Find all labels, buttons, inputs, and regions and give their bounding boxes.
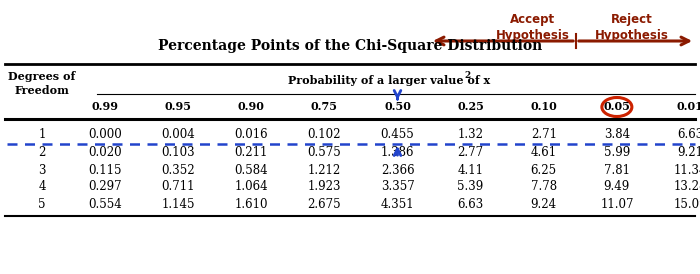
Text: 0.75: 0.75 [311,101,338,113]
Text: 6.63: 6.63 [458,198,484,210]
Text: 15.09: 15.09 [673,198,700,210]
Text: 0.102: 0.102 [307,129,341,141]
Text: Probability of a larger value of x: Probability of a larger value of x [288,76,491,87]
Text: 3.84: 3.84 [604,129,630,141]
Text: 0.016: 0.016 [234,129,268,141]
Text: 6.25: 6.25 [531,164,556,176]
Text: 11.07: 11.07 [600,198,634,210]
Text: 1.212: 1.212 [308,164,341,176]
Text: 2.71: 2.71 [531,129,556,141]
Text: 0.297: 0.297 [88,181,122,193]
Text: 7.78: 7.78 [531,181,556,193]
Text: Accept
Hypothesis: Accept Hypothesis [496,13,570,41]
Text: 7.81: 7.81 [604,164,630,176]
Text: 3: 3 [38,164,46,176]
Text: Freedom: Freedom [15,84,69,96]
Text: 4: 4 [38,181,46,193]
Text: 9.21: 9.21 [677,147,700,159]
Text: 0.99: 0.99 [92,101,118,113]
Text: 9.49: 9.49 [603,181,630,193]
Text: 1.386: 1.386 [381,147,414,159]
Text: 1.610: 1.610 [234,198,268,210]
Text: 9.24: 9.24 [531,198,556,210]
Text: 1.32: 1.32 [458,129,484,141]
Text: 0.25: 0.25 [457,101,484,113]
Text: 0.50: 0.50 [384,101,411,113]
Text: 0.455: 0.455 [381,129,414,141]
Text: 5: 5 [38,198,46,210]
Text: 0.000: 0.000 [88,129,122,141]
Text: 0.211: 0.211 [234,147,268,159]
Text: 11.34: 11.34 [673,164,700,176]
Text: 4.351: 4.351 [381,198,414,210]
Text: 2.675: 2.675 [307,198,341,210]
Text: 4.11: 4.11 [458,164,484,176]
Text: Reject
Hypothesis: Reject Hypothesis [595,13,669,41]
Text: 0.020: 0.020 [88,147,122,159]
Text: 0.90: 0.90 [238,101,265,113]
Text: 5.39: 5.39 [458,181,484,193]
Text: 0.554: 0.554 [88,198,122,210]
Text: 6.63: 6.63 [677,129,700,141]
Text: 0.103: 0.103 [161,147,195,159]
Text: 0.711: 0.711 [162,181,195,193]
Text: 0.115: 0.115 [88,164,122,176]
Text: 4.61: 4.61 [531,147,556,159]
Text: 2.366: 2.366 [381,164,414,176]
Text: 0.352: 0.352 [161,164,195,176]
Text: 5.99: 5.99 [603,147,630,159]
Text: 13.28: 13.28 [673,181,700,193]
Text: 1.145: 1.145 [162,198,195,210]
Text: 0.10: 0.10 [531,101,557,113]
Text: 0.004: 0.004 [161,129,195,141]
Text: 2: 2 [464,72,470,81]
Text: 0.05: 0.05 [603,101,630,113]
Text: 1.923: 1.923 [307,181,341,193]
Text: 0.575: 0.575 [307,147,342,159]
Text: 0.95: 0.95 [164,101,192,113]
Text: 2: 2 [38,147,46,159]
Text: 2.77: 2.77 [458,147,484,159]
Text: 3.357: 3.357 [381,181,414,193]
Text: 1.064: 1.064 [234,181,268,193]
Text: Percentage Points of the Chi-Square Distribution: Percentage Points of the Chi-Square Dist… [158,39,542,53]
Text: Degrees of: Degrees of [8,72,76,82]
Text: 0.584: 0.584 [234,164,268,176]
Text: 0.01: 0.01 [677,101,700,113]
Text: 1: 1 [38,129,46,141]
